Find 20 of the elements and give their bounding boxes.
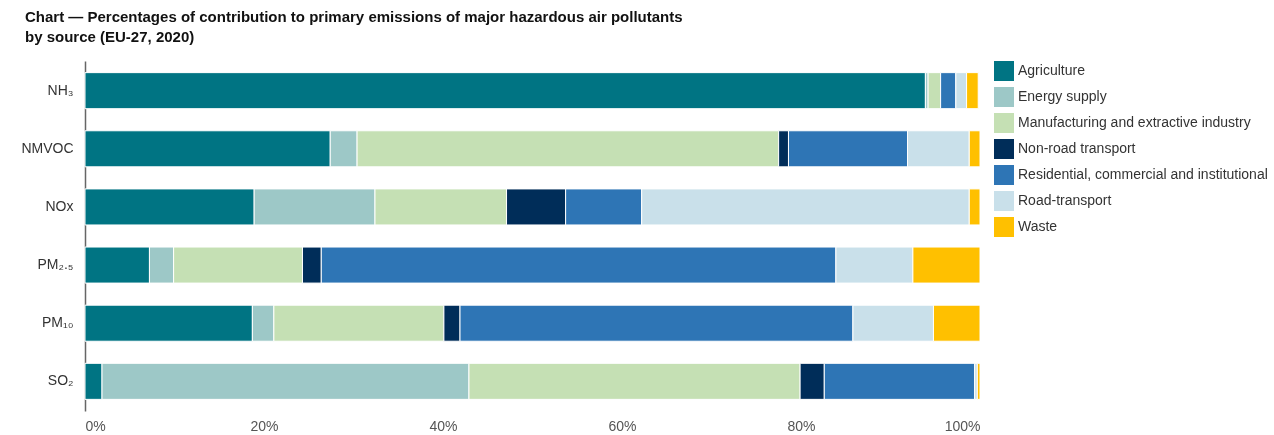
legend-label: Road-transport — [1018, 192, 1112, 208]
legend-label: Waste — [1018, 218, 1058, 234]
legend-label: Manufacturing and extractive industry — [1018, 114, 1251, 130]
x-tick-label: 20% — [250, 417, 279, 434]
y-tick-label: NOx — [45, 197, 74, 214]
x-tick-label: 100% — [944, 417, 981, 434]
chart-title: Chart — Percentages of contribution to primary emissions of major hazardous air pollutants by source (EU-27, 2020) — [25, 8, 683, 45]
y-tick-label: PM₁₀ — [41, 314, 74, 331]
x-tick-label: 40% — [429, 417, 458, 434]
legend-label: Agriculture — [1018, 62, 1086, 78]
y-tick-label: NH₃ — [47, 81, 74, 98]
x-tick-label: 80% — [787, 417, 816, 434]
legend-label: Non-road transport — [1018, 140, 1136, 156]
x-tick-label: 0% — [85, 417, 106, 434]
y-tick-label: SO₂ — [47, 372, 74, 389]
legend-label: Energy supply — [1018, 88, 1107, 104]
y-tick-label: PM₂.₅ — [37, 256, 74, 273]
y-tick-label: NMVOC — [21, 139, 74, 156]
x-tick-label: 60% — [608, 417, 637, 434]
legend-label: Residential, commercial and institutional — [1018, 166, 1268, 182]
